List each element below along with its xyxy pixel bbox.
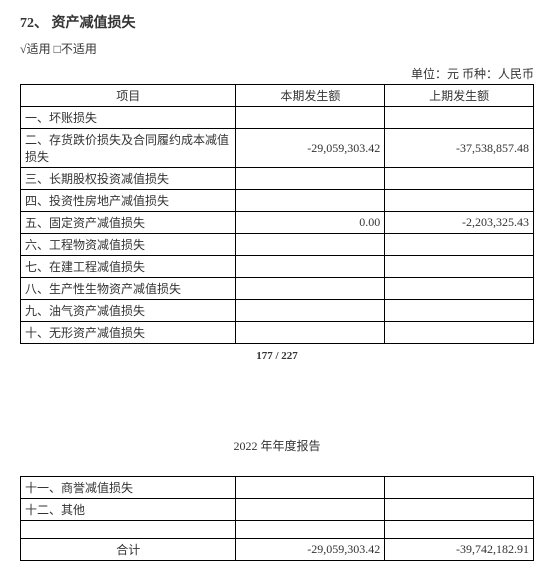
header-previous: 上期发生额: [385, 85, 534, 107]
total-current: -29,059,303.42: [236, 539, 385, 561]
row-previous: [385, 499, 534, 521]
row-previous: [385, 107, 534, 129]
row-label: 四、投资性房地产减值损失: [21, 190, 236, 212]
row-previous: [385, 521, 534, 539]
row-current: [236, 168, 385, 190]
table-row: 五、固定资产减值损失 0.00 -2,203,325.43: [21, 212, 534, 234]
row-current: [236, 322, 385, 344]
row-label: 十二、其他: [21, 499, 236, 521]
row-previous: [385, 477, 534, 499]
row-label: 六、工程物资减值损失: [21, 234, 236, 256]
table-row: 二、存货跌价损失及合同履约成本减值损失 -29,059,303.42 -37,5…: [21, 129, 534, 168]
table-row: 七、在建工程减值损失: [21, 256, 534, 278]
page-number: 177 / 227: [20, 350, 534, 362]
row-label: 五、固定资产减值损失: [21, 212, 236, 234]
row-current: [236, 477, 385, 499]
row-label: 九、油气资产减值损失: [21, 300, 236, 322]
table-row: [21, 521, 534, 539]
row-previous: -2,203,325.43: [385, 212, 534, 234]
row-current: [236, 107, 385, 129]
impairment-table-2: 十一、商誉减值损失 十二、其他 合计 -29,059,303.42 -39,74…: [20, 476, 534, 561]
table-row: 十一、商誉减值损失: [21, 477, 534, 499]
row-previous: [385, 300, 534, 322]
section-heading: 72、 资产减值损失: [20, 12, 534, 32]
row-current: [236, 190, 385, 212]
row-current: [236, 256, 385, 278]
row-label: 十一、商誉减值损失: [21, 477, 236, 499]
row-previous: [385, 234, 534, 256]
report-year-header: 2022 年年度报告: [20, 437, 534, 454]
applicability-line: √适用 □不适用: [20, 40, 534, 57]
row-label: 八、生产性生物资产减值损失: [21, 278, 236, 300]
row-previous: [385, 168, 534, 190]
row-previous: [385, 322, 534, 344]
row-label: 一、坏账损失: [21, 107, 236, 129]
section-number: 72、: [20, 16, 48, 31]
table-header-row: 项目 本期发生额 上期发生额: [21, 85, 534, 107]
row-current: [236, 278, 385, 300]
table-row: 四、投资性房地产减值损失: [21, 190, 534, 212]
row-label: 七、在建工程减值损失: [21, 256, 236, 278]
table-row: 八、生产性生物资产减值损失: [21, 278, 534, 300]
page-break-gap: [20, 362, 534, 437]
header-item: 项目: [21, 85, 236, 107]
row-current: [236, 499, 385, 521]
total-label: 合计: [21, 539, 236, 561]
row-current: [236, 300, 385, 322]
row-label: 三、长期股权投资减值损失: [21, 168, 236, 190]
table-row: 三、长期股权投资减值损失: [21, 168, 534, 190]
row-label: [21, 521, 236, 539]
row-current: [236, 234, 385, 256]
row-label: 二、存货跌价损失及合同履约成本减值损失: [21, 129, 236, 168]
table-row: 九、油气资产减值损失: [21, 300, 534, 322]
table-total-row: 合计 -29,059,303.42 -39,742,182.91: [21, 539, 534, 561]
row-current: [236, 521, 385, 539]
impairment-table-1: 项目 本期发生额 上期发生额 一、坏账损失 二、存货跌价损失及合同履约成本减值损…: [20, 84, 534, 344]
section-title: 资产减值损失: [52, 16, 136, 31]
table-row: 六、工程物资减值损失: [21, 234, 534, 256]
table-row: 十、无形资产减值损失: [21, 322, 534, 344]
row-previous: [385, 190, 534, 212]
row-current: 0.00: [236, 212, 385, 234]
row-label: 十、无形资产减值损失: [21, 322, 236, 344]
row-previous: -37,538,857.48: [385, 129, 534, 168]
table-row: 十二、其他: [21, 499, 534, 521]
total-previous: -39,742,182.91: [385, 539, 534, 561]
row-current: -29,059,303.42: [236, 129, 385, 168]
header-current: 本期发生额: [236, 85, 385, 107]
row-previous: [385, 278, 534, 300]
table-row: 一、坏账损失: [21, 107, 534, 129]
row-previous: [385, 256, 534, 278]
unit-line: 单位：元 币种：人民币: [20, 65, 534, 82]
